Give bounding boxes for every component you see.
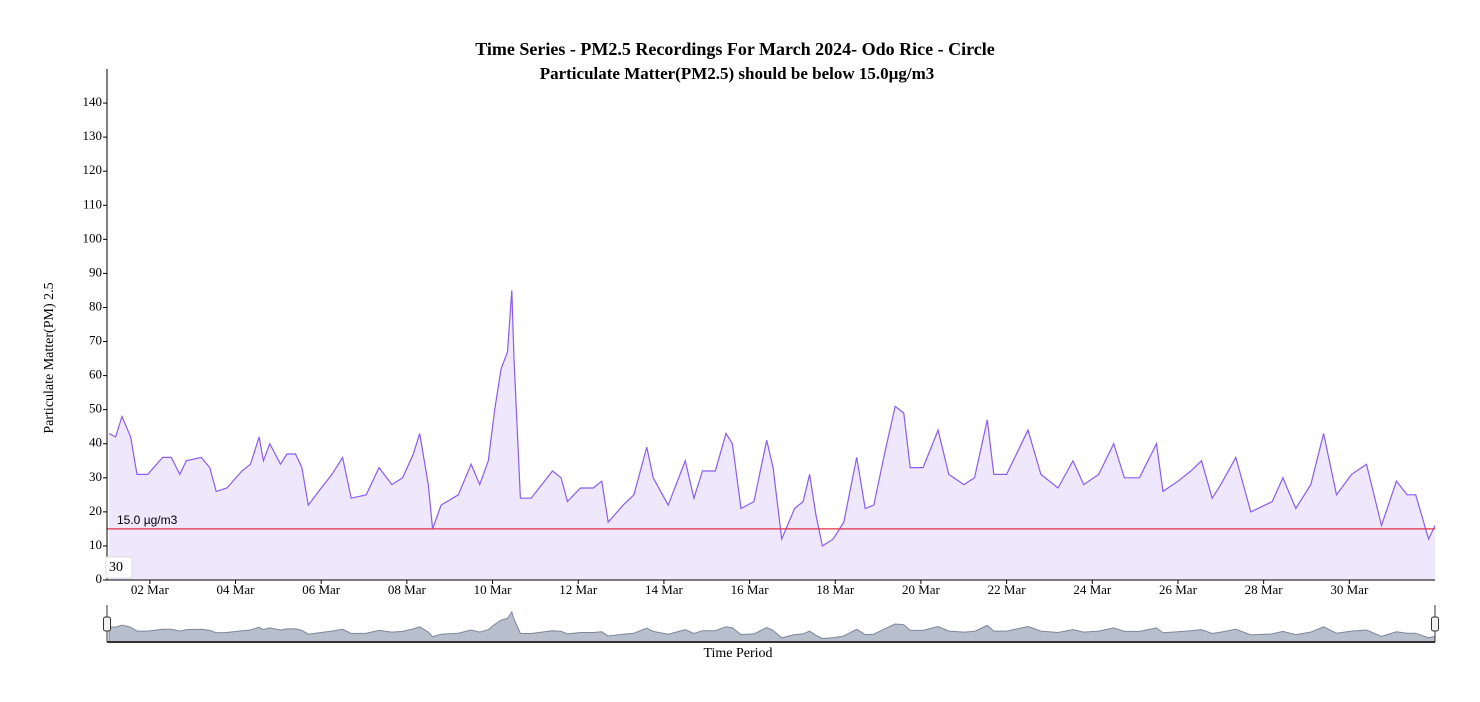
navigator-handle[interactable] — [1431, 616, 1439, 632]
y-tick-label: 120 — [83, 162, 103, 177]
x-tick-label: 10 Mar — [474, 582, 513, 597]
y-tick-label: 30 — [89, 469, 102, 484]
x-tick-label: 16 Mar — [731, 582, 770, 597]
corner-box — [105, 556, 133, 579]
y-tick-label: 70 — [89, 333, 102, 348]
x-tick-label: 02 Mar — [131, 582, 170, 597]
navigator-area — [108, 610, 1436, 643]
y-tick-label: 20 — [89, 503, 102, 518]
y-tick-label: 80 — [89, 298, 102, 313]
y-tick-label: 140 — [83, 94, 103, 109]
x-tick-label: 26 Mar — [1159, 582, 1198, 597]
chart-title: Time Series - PM2.5 Recordings For March… — [475, 39, 995, 59]
y-axis-label: Particulate Matter(PM) 2.5 — [42, 282, 57, 433]
y-tick-label: 60 — [89, 367, 102, 382]
threshold-label: 15.0 µg/m3 — [117, 513, 178, 527]
y-tick-label: 100 — [83, 230, 103, 245]
area-fill — [109, 290, 1436, 580]
y-tick-label: 40 — [89, 435, 102, 450]
y-tick-label: 50 — [89, 401, 102, 416]
x-tick-label: 08 Mar — [388, 582, 427, 597]
y-tick-label: 10 — [89, 537, 102, 552]
x-tick-label: 30 Mar — [1330, 582, 1369, 597]
x-tick-label: 14 Mar — [645, 582, 684, 597]
x-tick-label: 28 Mar — [1245, 582, 1284, 597]
x-tick-label: 20 Mar — [902, 582, 941, 597]
x-tick-label: 24 Mar — [1073, 582, 1112, 597]
x-tick-label: 18 Mar — [816, 582, 855, 597]
navigator-handle[interactable] — [103, 616, 111, 632]
y-tick-label: 90 — [89, 264, 102, 279]
x-tick-label: 22 Mar — [988, 582, 1027, 597]
data-line — [108, 290, 1436, 547]
y-tick-label: 130 — [83, 128, 103, 143]
chart-subtitle: Particulate Matter(PM2.5) should be belo… — [540, 64, 935, 83]
x-axis-label: Time Period — [703, 646, 772, 661]
y-tick-label: 0 — [96, 571, 103, 586]
x-tick-label: 06 Mar — [302, 582, 341, 597]
x-tick-label: 12 Mar — [559, 582, 598, 597]
x-tick-label: 04 Mar — [217, 582, 256, 597]
y-tick-label: 110 — [83, 196, 102, 211]
corner-label: 30 — [109, 560, 123, 575]
